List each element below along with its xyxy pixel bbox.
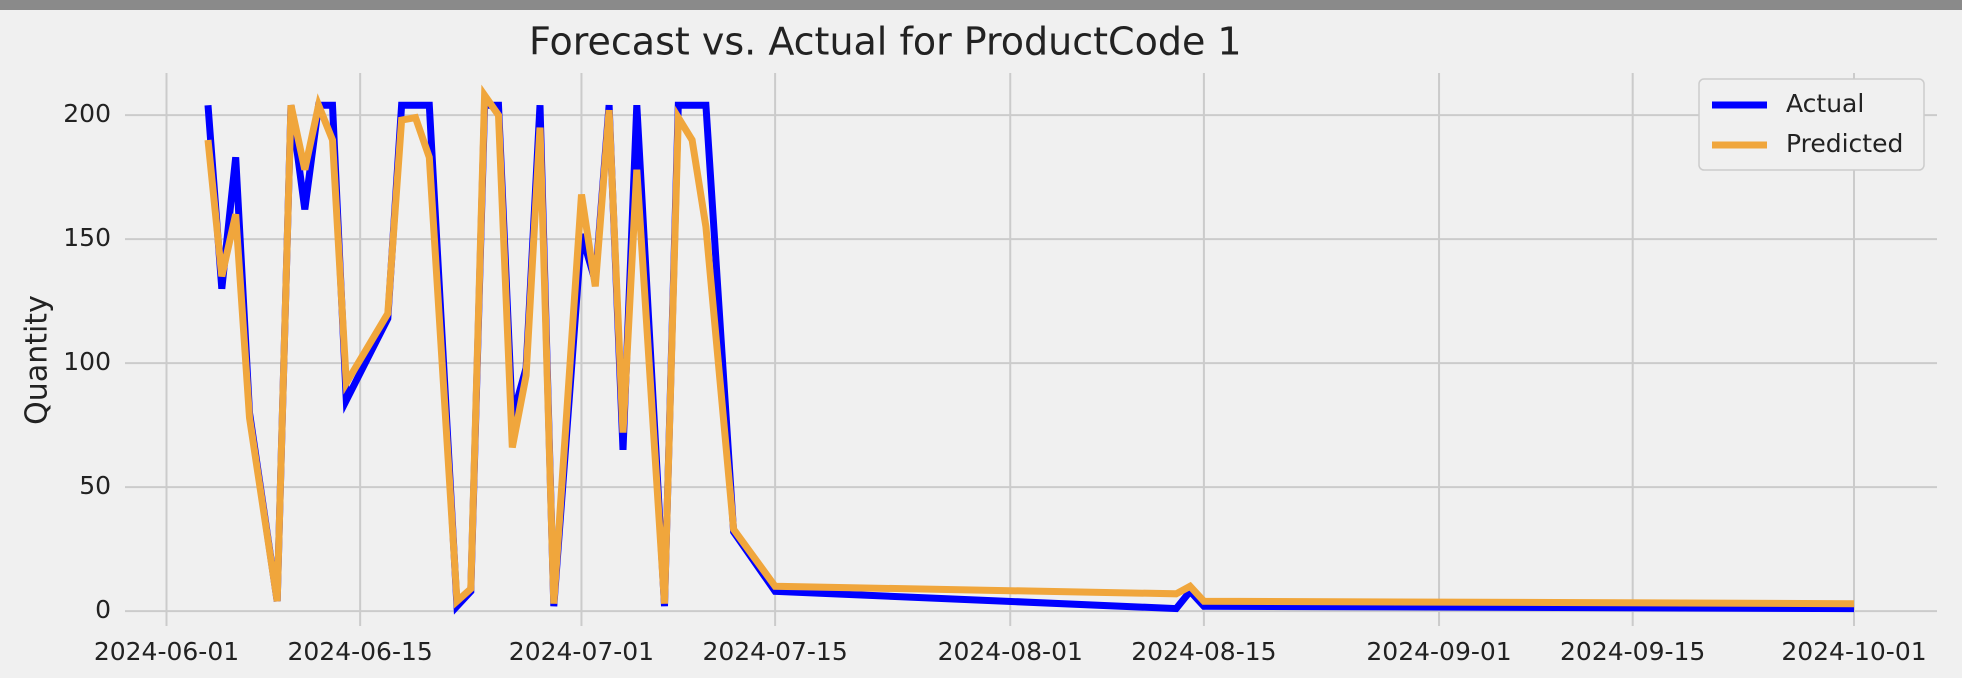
x-tick-label: 2024-07-15: [702, 637, 847, 666]
grid: 0 50 100 150 200 2024-06-01 2024-06-15 2024-07-…: [63, 73, 1937, 666]
line-series: [204, 84, 1855, 609]
x-tick-label: 2024-06-01: [94, 637, 239, 666]
y-tick-label: 100: [63, 347, 111, 376]
x-tick-label: 2024-07-01: [509, 637, 654, 666]
plot: [204, 84, 1855, 615]
y-tick-label: 150: [63, 223, 111, 252]
y-tick-label: 200: [63, 99, 111, 128]
x-tick-label: 2024-09-15: [1560, 637, 1705, 666]
x-tick-label: 2024-09-01: [1366, 637, 1511, 666]
window-frame: [0, 0, 1962, 10]
legend-label: Actual: [1786, 89, 1864, 118]
x-tick-label: 2024-10-01: [1781, 637, 1926, 666]
x-tick-label: 2024-08-15: [1131, 637, 1276, 666]
y-axis-label: Quantity: [20, 295, 55, 425]
x-axis-label: Date: [995, 676, 1067, 678]
legend-label: Predicted: [1786, 129, 1903, 158]
chart-title: Forecast vs. Actual for ProductCode 1: [529, 20, 1242, 64]
x-tick-label: 2024-06-15: [287, 637, 432, 666]
y-tick-label: 0: [95, 595, 111, 624]
x-tick-label: 2024-08-01: [938, 637, 1083, 666]
y-tick-label: 50: [79, 471, 111, 500]
legend: Actual Predicted: [1698, 78, 1925, 171]
